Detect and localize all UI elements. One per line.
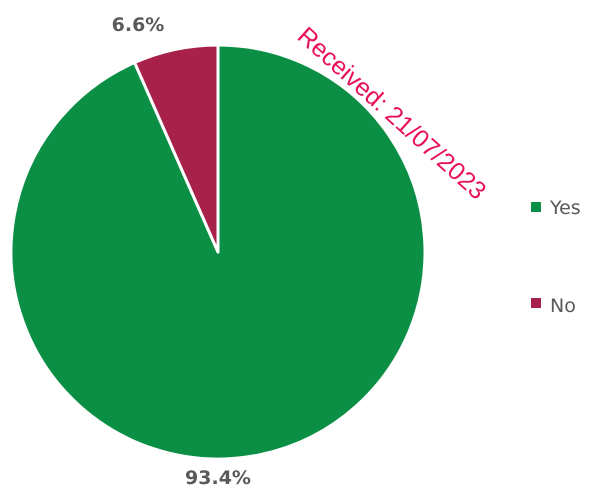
legend-swatch-no xyxy=(531,298,541,308)
data-label-yes: 93.4% xyxy=(185,467,251,489)
legend-swatch-yes xyxy=(531,202,541,212)
pie-slice-no xyxy=(133,43,220,254)
pie-slices xyxy=(9,43,427,461)
legend: Yes No xyxy=(531,197,581,317)
legend-label-no: No xyxy=(550,295,576,317)
data-label-no: 6.6% xyxy=(112,14,165,36)
legend-label-yes: Yes xyxy=(549,197,581,219)
